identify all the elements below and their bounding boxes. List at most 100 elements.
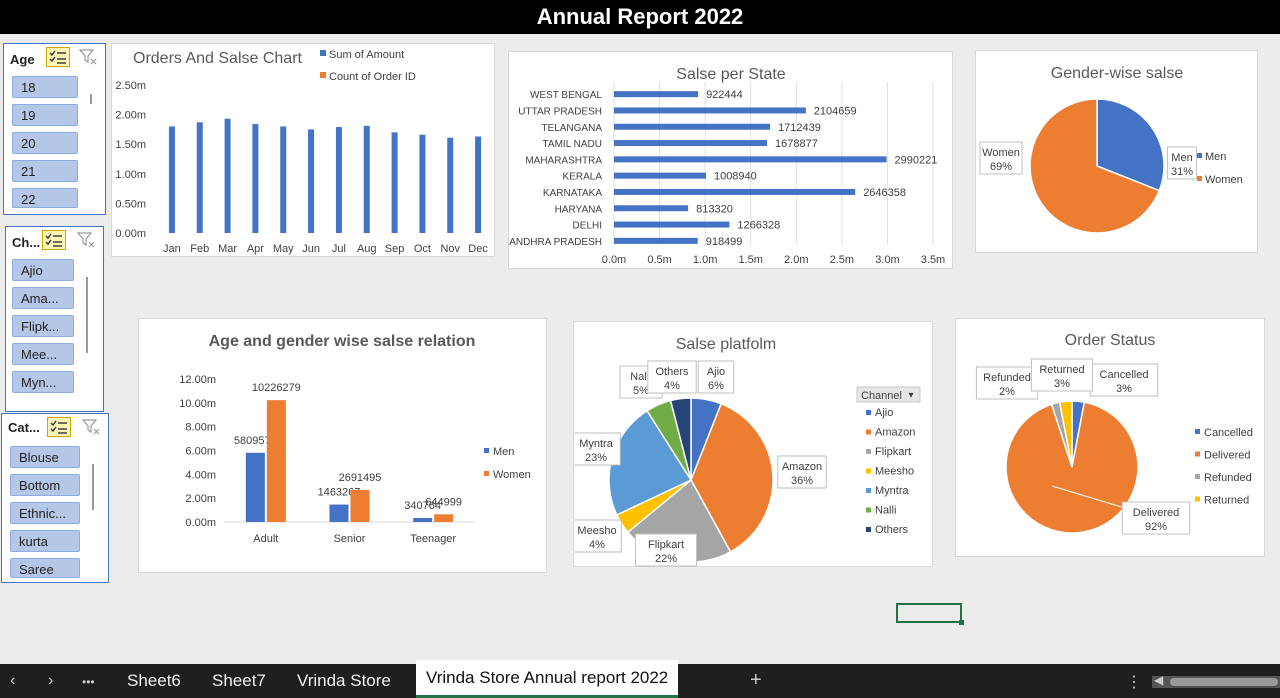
slicer-item[interactable]: Ethnic... bbox=[10, 502, 80, 524]
y-tick-label: 2.50m bbox=[115, 80, 146, 92]
data-label: Women bbox=[982, 147, 1020, 159]
data-label: Others bbox=[655, 366, 689, 378]
x-tick-label: 2.5m bbox=[830, 254, 854, 266]
x-tick-label: Dec bbox=[468, 243, 488, 255]
slicer-item[interactable]: kurta bbox=[10, 530, 80, 552]
data-label: Returned bbox=[1039, 364, 1084, 376]
data-label: 4% bbox=[664, 380, 680, 392]
bar bbox=[413, 517, 433, 522]
y-tick-label: 1.50m bbox=[115, 139, 146, 151]
y-tick-label: 0.50m bbox=[115, 198, 146, 210]
slicer-item[interactable]: Myn... bbox=[12, 371, 74, 393]
chart-title: Salse platfolm bbox=[676, 336, 777, 353]
slicer-item[interactable]: Flipk... bbox=[12, 315, 74, 337]
slicer-item[interactable]: Ama... bbox=[12, 287, 74, 309]
slicer-item[interactable]: 20 bbox=[12, 132, 78, 154]
legend-label: Sum of Amount bbox=[329, 49, 404, 61]
data-label: 2% bbox=[999, 386, 1015, 398]
slicer-scrollbar[interactable] bbox=[92, 464, 94, 510]
bar bbox=[614, 188, 856, 195]
data-label: 2990221 bbox=[895, 154, 938, 166]
channel-slicer[interactable]: Ch... Ajio Ama... Flipk... Mee... Myn... bbox=[5, 226, 104, 412]
data-label: Cancelled bbox=[1100, 369, 1149, 381]
prev-sheet-icon[interactable]: ‹ bbox=[10, 672, 16, 689]
tab-sheet7[interactable]: Sheet7 bbox=[212, 671, 266, 690]
age-gender-chart-svg: Age and gender wise salse relation 0.00m 2… bbox=[179, 333, 530, 545]
bar bbox=[614, 237, 698, 244]
orders-sales-chart[interactable]: Orders And Salse Chart Sum of Amount Count… bbox=[111, 43, 495, 257]
data-label-box bbox=[1089, 363, 1159, 397]
y-tick-label: 10.00m bbox=[179, 398, 216, 410]
chart-title: Gender-wise salse bbox=[1051, 65, 1184, 82]
slicer-item[interactable]: Ajio bbox=[12, 259, 74, 281]
scroll-left-icon[interactable]: ◀ bbox=[1154, 673, 1164, 687]
tab-vrinda-store-annual-report[interactable]: Vrinda Store Annual report 2022 bbox=[416, 660, 679, 698]
x-tick-label: Mar bbox=[218, 243, 237, 255]
data-label: 23% bbox=[585, 452, 607, 464]
bar bbox=[245, 452, 265, 522]
multi-select-icon[interactable] bbox=[42, 230, 66, 250]
legend-swatch bbox=[866, 429, 871, 435]
bar bbox=[168, 126, 175, 233]
data-label: 4% bbox=[589, 539, 605, 551]
y-tick-label: 0.00m bbox=[115, 228, 146, 240]
data-label: 813320 bbox=[696, 203, 733, 215]
age-slicer[interactable]: Age 18 19 20 21 22 bbox=[3, 43, 106, 215]
tab-vrinda-store[interactable]: Vrinda Store bbox=[297, 671, 391, 690]
legend-swatch bbox=[484, 471, 489, 476]
data-label: 340764 bbox=[404, 500, 441, 512]
horizontal-scrollbar[interactable]: ◀ bbox=[1152, 673, 1280, 688]
x-tick-label: 3.5m bbox=[921, 254, 945, 266]
legend-label: Nalli bbox=[875, 505, 896, 517]
add-sheet-button[interactable]: + bbox=[750, 669, 762, 691]
scroll-thumb[interactable] bbox=[1170, 678, 1278, 686]
sales-platform-chart[interactable]: Salse platfolm Ajio 6% Amazon 36% Flipkart 22%… bbox=[573, 321, 933, 567]
pie-slice bbox=[1005, 401, 1139, 534]
clear-filter-icon[interactable] bbox=[81, 418, 101, 436]
gender-sales-chart[interactable]: Gender-wise salse Men 31% Women 69% Men Women bbox=[975, 50, 1258, 253]
age-gender-chart[interactable]: Age and gender wise salse relation 0.00m 2… bbox=[138, 318, 547, 573]
data-label: 22% bbox=[655, 553, 677, 565]
slicer-item[interactable]: 21 bbox=[12, 160, 78, 182]
data-label: Myntra bbox=[579, 438, 614, 450]
slicer-item[interactable]: 19 bbox=[12, 104, 78, 126]
tab-sheet6[interactable]: Sheet6 bbox=[127, 671, 181, 690]
clear-filter-icon[interactable] bbox=[78, 48, 98, 66]
x-tick-label: Oct bbox=[414, 243, 431, 255]
data-label: Nalli bbox=[630, 371, 651, 383]
multi-select-icon[interactable] bbox=[47, 417, 71, 437]
multi-select-icon[interactable] bbox=[46, 47, 70, 67]
slicer-scrollbar[interactable] bbox=[86, 277, 88, 353]
pie-slice bbox=[669, 397, 692, 481]
order-status-chart[interactable]: Order Status Cancelled 3% Delivered 92% Refun… bbox=[955, 318, 1265, 557]
x-tick-label: Jan bbox=[163, 243, 181, 255]
pie-slice bbox=[1029, 98, 1161, 234]
clear-filter-icon[interactable] bbox=[76, 231, 96, 249]
y-tick-label: 2.00m bbox=[185, 493, 216, 505]
bar bbox=[614, 172, 706, 179]
category-slicer[interactable]: Cat... Blouse Bottom Ethnic... kurta Sar… bbox=[1, 413, 109, 583]
legend-swatch bbox=[484, 448, 489, 453]
legend-label: Delivered bbox=[1204, 450, 1250, 462]
slicer-item[interactable]: Mee... bbox=[12, 343, 74, 365]
selected-cell[interactable] bbox=[896, 603, 964, 625]
slicer-item[interactable]: 18 bbox=[12, 76, 78, 98]
data-label: Delivered bbox=[1133, 507, 1179, 519]
slicer-item[interactable]: Blouse bbox=[10, 446, 80, 468]
data-label: 5% bbox=[633, 385, 649, 397]
data-label: Meesho bbox=[577, 525, 616, 537]
slicer-item[interactable]: Bottom bbox=[10, 474, 80, 496]
sheet-tabs-bar: ‹ › ••• Sheet6 Sheet7 Vrinda Store Vrind… bbox=[0, 660, 1280, 698]
legend-label: Flipkart bbox=[875, 446, 911, 458]
next-sheet-icon[interactable]: › bbox=[48, 672, 54, 689]
sheet-options-icon[interactable]: ⋮ bbox=[1126, 674, 1142, 691]
slicer-scrollbar[interactable] bbox=[90, 94, 92, 104]
leader-line bbox=[1051, 485, 1129, 510]
sales-per-state-chart[interactable]: Salse per State 0.0m 0.5m 1.0m 1.5m 2.0m 2.5m 3… bbox=[508, 51, 953, 269]
data-label: Flipkart bbox=[648, 539, 684, 551]
legend-label: Refunded bbox=[1204, 472, 1252, 484]
y-tick-label: 2.00m bbox=[115, 110, 146, 122]
slicer-item[interactable]: Saree bbox=[10, 558, 80, 578]
slicer-item[interactable]: 22 bbox=[12, 188, 78, 208]
more-sheets-button[interactable]: ••• bbox=[82, 675, 95, 689]
